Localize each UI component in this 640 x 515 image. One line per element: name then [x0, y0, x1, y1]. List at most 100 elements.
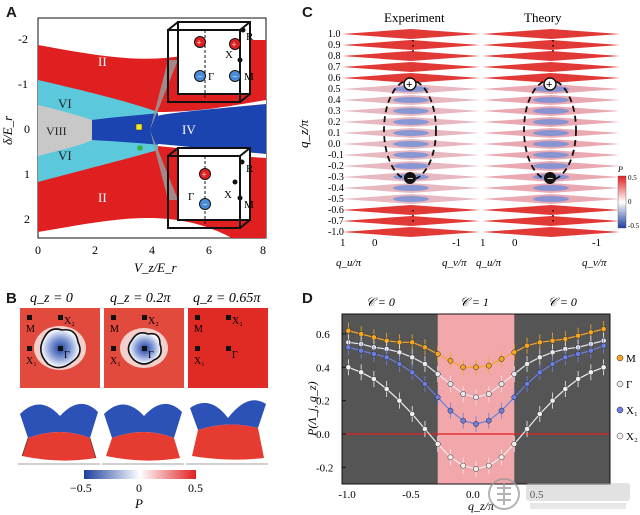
b-cbar-tick-2: 0.5: [188, 481, 203, 495]
b-colorbar: [84, 470, 196, 479]
watermark-logo: [488, 478, 630, 510]
c-layer-core: [393, 152, 429, 158]
point-gamma-label: Γ: [208, 71, 214, 83]
c-colorbar: [617, 175, 627, 229]
c-layer-sheet: [482, 227, 620, 237]
c-layer-sheet: [342, 216, 480, 226]
data-point: [524, 426, 530, 432]
data-point: [460, 417, 467, 424]
c-layer-core: [533, 152, 569, 158]
b2-gamma-label: Γ: [232, 350, 238, 361]
data-point: [422, 426, 428, 432]
b2-m-label: M: [194, 324, 203, 335]
a-xtick-2: 4: [149, 243, 155, 257]
data-point: [460, 462, 467, 469]
data-point: [396, 397, 403, 404]
d-chern-right: 𝒞 = 0: [548, 295, 577, 309]
point-r-label-bottom: R: [246, 163, 254, 175]
c-layer-core: [393, 97, 429, 103]
b1-m-label: M: [110, 324, 119, 335]
polarization-maps-b: q_z = 0 q_z = 0.2π q_z = 0.65π M X₂ X₁ Γ…: [18, 291, 268, 511]
data-point: [447, 454, 454, 461]
svg-text:+: +: [406, 79, 412, 91]
b0-x1-label: X₁: [26, 356, 37, 367]
a-xlabel: V_z/E_r: [134, 260, 178, 275]
data-point: [371, 376, 377, 382]
c-ytick: -0.6: [328, 205, 344, 216]
legend-marker: [616, 406, 624, 414]
data-point: [549, 361, 556, 367]
panel-label-b: B: [6, 290, 17, 307]
legend-label: X₁: [626, 405, 638, 417]
svg-text:⋮: ⋮: [406, 39, 420, 54]
data-point: [600, 364, 607, 371]
svg-text:⋮: ⋮: [546, 39, 560, 54]
layered-polarization-c: Experiment Theory q_z/π 1.00.90.80.70.60…: [296, 10, 640, 269]
band-surface-0: [18, 403, 100, 465]
c-cbar-tick-1: 0: [628, 198, 632, 206]
data-point: [485, 391, 492, 397]
data-point: [536, 369, 543, 376]
region-label-ii-top: II: [98, 54, 107, 69]
data-point: [562, 354, 569, 361]
c-layer-core: [533, 130, 569, 136]
c-ytick: -1.0: [328, 227, 344, 238]
svg-text:−: −: [198, 72, 203, 82]
a-ytick-3: 1: [24, 167, 30, 181]
data-point: [498, 454, 505, 461]
legend-marker: [616, 354, 624, 362]
data-point: [371, 334, 377, 341]
data-point: [358, 347, 364, 354]
c-ytick: -0.3: [328, 172, 344, 183]
data-point: [498, 356, 505, 362]
d-ytick: 0.4: [316, 362, 330, 374]
inset-cube-top: + + − − R M Γ X: [167, 21, 254, 103]
c-utick-0a: 1: [340, 237, 346, 249]
a-ytick-4: 2: [24, 212, 30, 226]
c-layer-sheet: [342, 29, 480, 39]
data-point: [422, 381, 428, 387]
data-point: [358, 369, 364, 376]
d-chern-left: 𝒞 = 0: [366, 295, 395, 309]
c-layer-core: [533, 196, 569, 202]
c-ytick: 0.3: [328, 106, 341, 117]
d-ytick: 0.2: [316, 396, 330, 408]
data-point: [409, 369, 416, 376]
plot-frame: [341, 313, 611, 485]
c-ytick: 0.5: [328, 84, 341, 95]
svg-text:+: +: [202, 170, 207, 180]
c-layer-sheet: [482, 62, 620, 72]
data-point: [600, 342, 607, 349]
data-point: [588, 347, 594, 354]
data-point: [524, 342, 530, 349]
c-layer-sheet: [482, 40, 620, 50]
point-m-label: M: [244, 71, 254, 83]
data-point: [383, 354, 390, 361]
c-layer-core: [393, 185, 429, 191]
c-layer-sheet: [342, 62, 480, 72]
d-ylabel: P(Λ_j, q_z): [305, 381, 319, 437]
point-r-label: R: [246, 31, 254, 43]
data-point: [447, 407, 454, 414]
c-layer-sheet: [342, 205, 480, 215]
d-xtick: 0.0: [466, 489, 480, 501]
data-point: [396, 349, 403, 356]
data-point: [460, 391, 467, 397]
data-point: [434, 394, 441, 401]
data-point: [511, 394, 518, 401]
region-label-viii: VIII: [46, 124, 67, 138]
data-point: [358, 331, 364, 337]
a-ytick-1: -1: [18, 77, 28, 91]
data-point: [409, 339, 416, 346]
data-point: [473, 466, 479, 472]
inset-cube-bottom: + − R Γ X M: [167, 147, 254, 229]
c-layer-core: [393, 108, 429, 114]
data-point: [396, 339, 403, 346]
d-chern-mid: 𝒞 = 1: [460, 295, 489, 309]
b1-gamma-label: Γ: [148, 350, 154, 361]
data-point: [422, 344, 428, 351]
a-ytick-2: 0: [24, 122, 30, 136]
legend-marker: [616, 380, 624, 388]
c-ytick: 0.4: [328, 95, 341, 106]
svg-text:+: +: [197, 38, 202, 48]
